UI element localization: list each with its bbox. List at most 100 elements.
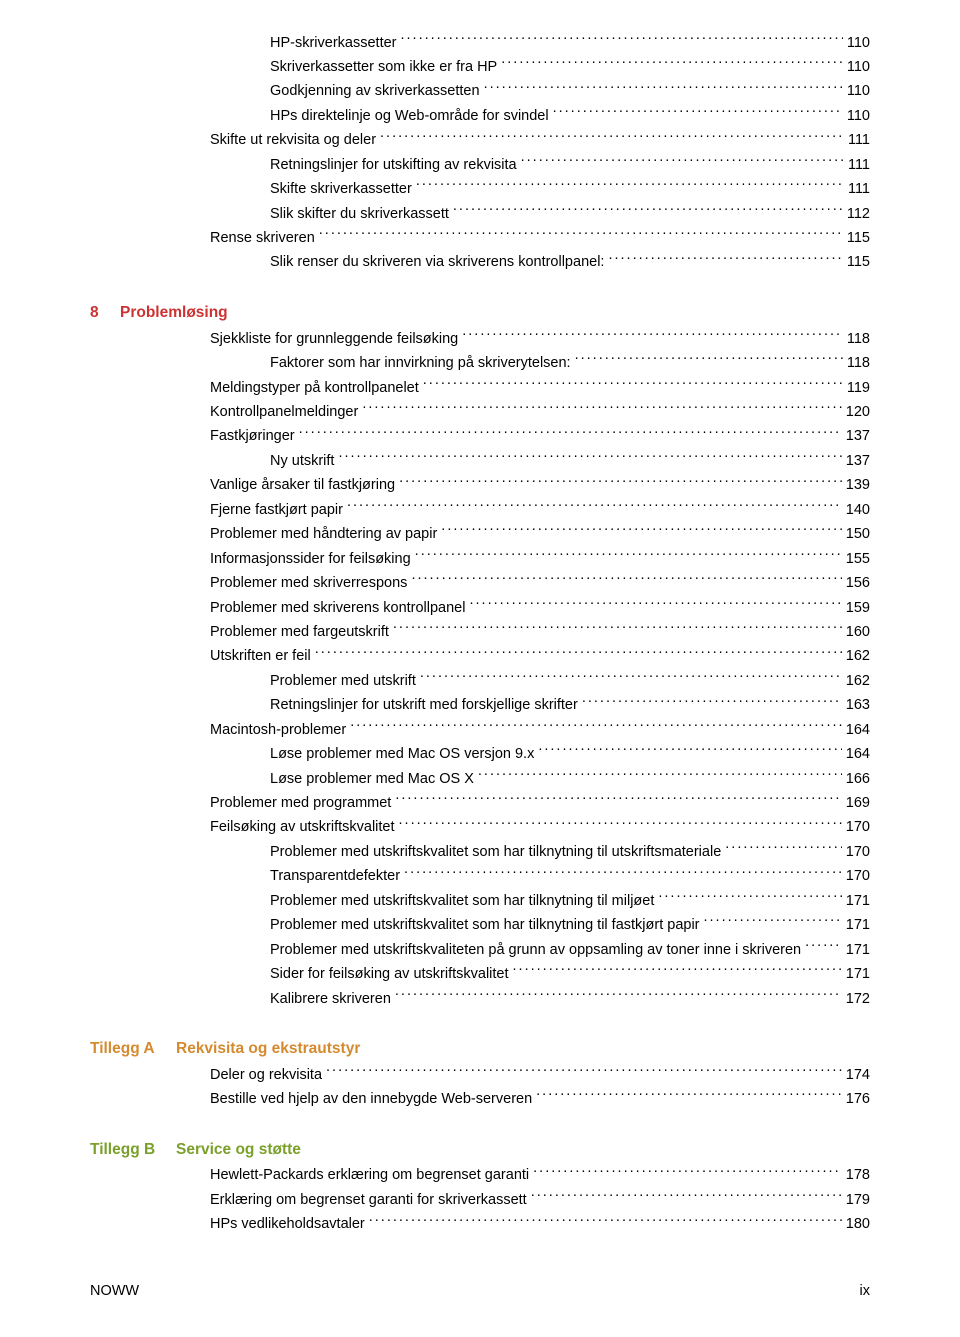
- toc-entry[interactable]: Faktorer som har innvirkning på skrivery…: [90, 353, 870, 375]
- toc-entry-label: Løse problemer med Mac OS versjon 9.x: [270, 744, 534, 766]
- toc-entry[interactable]: Sjekkliste for grunnleggende feilsøking …: [90, 328, 870, 350]
- toc-entry[interactable]: Kontrollpanelmeldinger 120: [90, 402, 870, 424]
- toc-entry-label: Slik renser du skriveren via skriverens …: [270, 252, 604, 274]
- toc-entry[interactable]: Skriverkassetter som ikke er fra HP 110: [90, 56, 870, 78]
- toc-entry-page: 169: [846, 793, 870, 815]
- toc-entry[interactable]: Løse problemer med Mac OS versjon 9.x 16…: [90, 744, 870, 766]
- toc-leader-dots: [484, 81, 843, 96]
- toc-entry[interactable]: Skifte skriverkassetter 111: [90, 179, 870, 201]
- toc-entry[interactable]: Deler og rekvisita 174: [90, 1064, 870, 1086]
- toc-entry[interactable]: Problemer med skriverrespons 156: [90, 573, 870, 595]
- toc-entry[interactable]: Sider for feilsøking av utskriftskvalite…: [90, 964, 870, 986]
- toc-entry-label: Rense skriveren: [210, 228, 315, 250]
- toc-entry-page: 162: [846, 671, 870, 693]
- toc-entry[interactable]: Bestille ved hjelp av den innebygde Web-…: [90, 1089, 870, 1111]
- toc-entry-label: Slik skifter du skriverkassett: [270, 204, 449, 226]
- toc-entry[interactable]: Erklæring om begrenset garanti for skriv…: [90, 1189, 870, 1211]
- toc-leader-dots: [299, 426, 842, 441]
- toc-entry[interactable]: Løse problemer med Mac OS X 166: [90, 768, 870, 790]
- toc-entry-label: Problemer med skriverrespons: [210, 573, 407, 595]
- toc-leader-dots: [319, 228, 843, 243]
- toc-leader-dots: [608, 252, 842, 267]
- toc-entry-label: Meldingstyper på kontrollpanelet: [210, 378, 419, 400]
- toc-leader-dots: [338, 450, 841, 465]
- toc-entry-label: Transparentdefekter: [270, 866, 400, 888]
- toc-entry[interactable]: Problemer med håndtering av papir 150: [90, 524, 870, 546]
- toc-entry-page: 160: [846, 622, 870, 644]
- toc-entry-page: 171: [846, 940, 870, 962]
- toc-entry-label: Erklæring om begrenset garanti for skriv…: [210, 1190, 527, 1212]
- toc-entry-page: 110: [847, 33, 870, 55]
- section-heading: Tillegg ARekvisita og ekstrautstyr: [90, 1040, 870, 1058]
- toc-leader-dots: [469, 597, 841, 612]
- toc-entry-label: Løse problemer med Mac OS X: [270, 769, 474, 791]
- toc-entry[interactable]: Fastkjøringer 137: [90, 426, 870, 448]
- toc-entry[interactable]: HP-skriverkassetter 110: [90, 32, 870, 54]
- toc-sections: 8ProblemløsingSjekkliste for grunnleggen…: [90, 304, 870, 1236]
- toc-entry[interactable]: Feilsøking av utskriftskvalitet 170: [90, 817, 870, 839]
- toc-entry[interactable]: Problemer med utskriftskvaliteten på gru…: [90, 939, 870, 961]
- toc-entry[interactable]: Vanlige årsaker til fastkjøring 139: [90, 475, 870, 497]
- page-footer: NOWW ix: [90, 1283, 870, 1299]
- toc-entry[interactable]: Retningslinjer for utskifting av rekvisi…: [90, 154, 870, 176]
- toc-leader-dots: [536, 1089, 842, 1104]
- section-heading: Tillegg BService og støtte: [90, 1141, 870, 1159]
- toc-entry-page: 111: [848, 179, 870, 201]
- toc-entry-label: Problemer med utskriftskvalitet som har …: [270, 915, 700, 937]
- toc-entry-page: 118: [847, 353, 870, 375]
- toc-initial-block: HP-skriverkassetter 110Skriverkassetter …: [90, 32, 870, 274]
- toc-entry-label: Retningslinjer for utskrift med forskjel…: [270, 695, 578, 717]
- toc-entry[interactable]: Godkjenning av skriverkassetten 110: [90, 81, 870, 103]
- toc-entry[interactable]: Problemer med fargeutskrift 160: [90, 621, 870, 643]
- toc-entry[interactable]: Transparentdefekter 170: [90, 866, 870, 888]
- toc-entry-page: 137: [846, 426, 870, 448]
- toc-entry-page: 172: [846, 989, 870, 1011]
- toc-entry-page: 110: [847, 106, 870, 128]
- section-title: Service og støtte: [176, 1141, 301, 1159]
- toc-entry[interactable]: Ny utskrift 137: [90, 450, 870, 472]
- toc-entry[interactable]: Problemer med utskriftskvalitet som har …: [90, 915, 870, 937]
- toc-leader-dots: [415, 548, 842, 563]
- toc-entry-page: 174: [846, 1065, 870, 1087]
- toc-entry-page: 111: [848, 155, 870, 177]
- toc-leader-dots: [462, 328, 843, 343]
- toc-entry[interactable]: Utskriften er feil 162: [90, 646, 870, 668]
- toc-entry-page: 110: [847, 57, 870, 79]
- toc-leader-dots: [478, 768, 842, 783]
- toc-entry[interactable]: Rense skriveren 115: [90, 228, 870, 250]
- toc-entry[interactable]: Meldingstyper på kontrollpanelet 119: [90, 377, 870, 399]
- toc-entry-label: Bestille ved hjelp av den innebygde Web-…: [210, 1089, 532, 1111]
- toc-entry-label: HP-skriverkassetter: [270, 33, 397, 55]
- toc-leader-dots: [420, 670, 842, 685]
- toc-leader-dots: [404, 866, 842, 881]
- toc-entry[interactable]: HPs vedlikeholdsavtaler 180: [90, 1214, 870, 1236]
- toc-entry[interactable]: Problemer med utskriftskvalitet som har …: [90, 841, 870, 863]
- toc-entry-page: 156: [846, 573, 870, 595]
- toc-entry-page: 170: [846, 817, 870, 839]
- toc-entry[interactable]: Fjerne fastkjørt papir 140: [90, 499, 870, 521]
- toc-entry[interactable]: HPs direktelinje og Web-område for svind…: [90, 105, 870, 127]
- toc-entry-label: Informasjonssider for feilsøking: [210, 549, 411, 571]
- toc-entry[interactable]: Hewlett-Packards erklæring om begrenset …: [90, 1165, 870, 1187]
- toc-entry-label: Vanlige årsaker til fastkjøring: [210, 475, 395, 497]
- toc-entry[interactable]: Skifte ut rekvisita og deler 111: [90, 130, 870, 152]
- toc-entry[interactable]: Informasjonssider for feilsøking 155: [90, 548, 870, 570]
- toc-entry-page: 162: [846, 646, 870, 668]
- toc-entry[interactable]: Kalibrere skriveren 172: [90, 988, 870, 1010]
- toc-entry[interactable]: Slik renser du skriveren via skriverens …: [90, 252, 870, 274]
- toc-entry-page: 178: [846, 1165, 870, 1187]
- section-prefix: Tillegg B: [90, 1141, 176, 1159]
- toc-entry-label: Problemer med fargeutskrift: [210, 622, 389, 644]
- toc-entry[interactable]: Problemer med programmet 169: [90, 793, 870, 815]
- toc-entry-label: Sjekkliste for grunnleggende feilsøking: [210, 329, 458, 351]
- toc-entry-label: Problemer med utskriftskvalitet som har …: [270, 891, 654, 913]
- toc-entry[interactable]: Macintosh-problemer 164: [90, 719, 870, 741]
- toc-entry-page: 119: [847, 378, 870, 400]
- toc-entry-label: Skriverkassetter som ikke er fra HP: [270, 57, 497, 79]
- toc-entry[interactable]: Problemer med utskrift 162: [90, 670, 870, 692]
- toc-entry[interactable]: Slik skifter du skriverkassett 112: [90, 203, 870, 225]
- toc-leader-dots: [326, 1064, 842, 1079]
- toc-entry[interactable]: Problemer med utskriftskvalitet som har …: [90, 890, 870, 912]
- toc-entry[interactable]: Retningslinjer for utskrift med forskjel…: [90, 695, 870, 717]
- toc-entry[interactable]: Problemer med skriverens kontrollpanel 1…: [90, 597, 870, 619]
